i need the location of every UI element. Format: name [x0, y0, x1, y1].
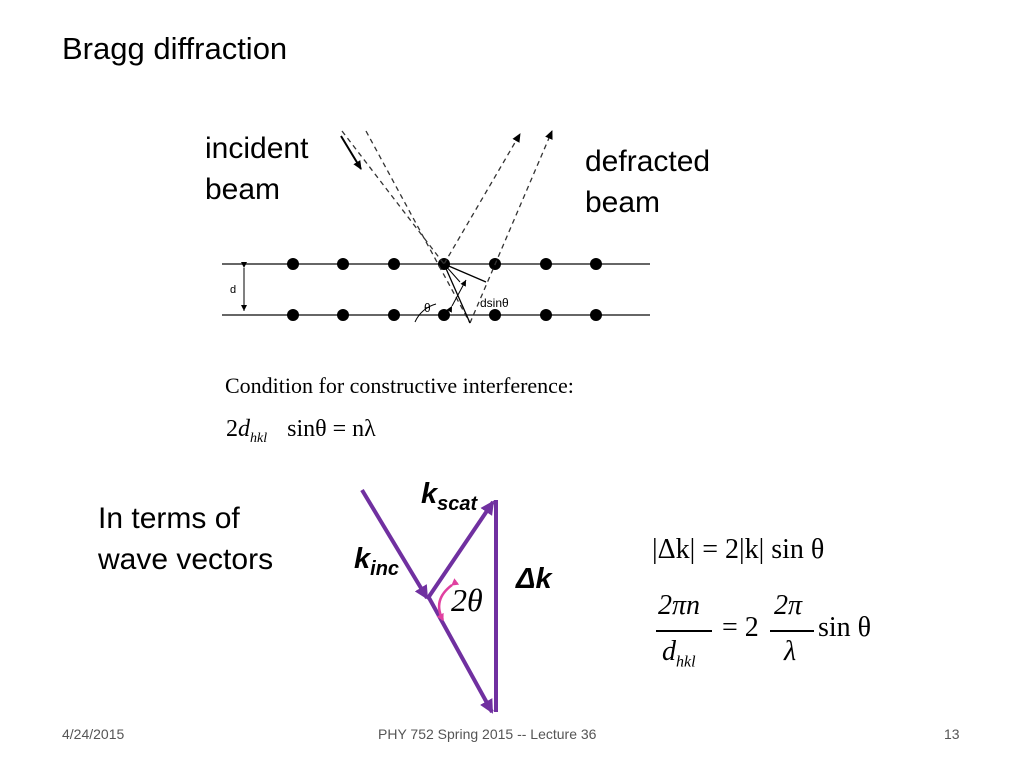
wave-vectors-line2: wave vectors: [98, 543, 274, 576]
bragg-equation: 2dhkl sinθ = nλ: [226, 416, 376, 447]
bragg-rest: sinθ = nλ: [287, 416, 376, 442]
eq2-fraction-bar-right: [770, 630, 814, 632]
incident-label-line1: incident: [205, 132, 309, 165]
dsin-label: dsinθ: [480, 296, 509, 310]
footer-page-number: 13: [944, 726, 960, 742]
eq2-den-left: dhkl: [662, 636, 696, 672]
bragg-sub: hkl: [250, 430, 268, 446]
incident-ray-2: [365, 130, 471, 324]
dsin-arrow: [446, 279, 467, 313]
defracted-beam-label: defracted beam: [585, 141, 710, 223]
theta-arc: [414, 303, 437, 323]
k-scat-sub: scat: [437, 492, 478, 515]
eq2-den-sub: hkl: [676, 653, 696, 671]
bragg-wavevector-equation: 2πn dhkl = 2 2π λ sin θ: [656, 590, 896, 680]
k-inc-sub: inc: [370, 557, 400, 580]
wave-vectors-line1: In terms of: [98, 502, 240, 535]
bragg-d: d: [238, 416, 250, 442]
d-label: d: [230, 284, 236, 296]
defracted-label-line1: defracted: [585, 145, 711, 178]
k-inc-main: k: [354, 543, 371, 575]
eq2-den-right: λ: [784, 636, 797, 667]
k-inc-label: kinc: [354, 543, 399, 581]
atoms-row-top: [287, 258, 602, 270]
eq2-equals-two: = 2: [722, 612, 759, 643]
k-inc-arrow: [360, 488, 429, 600]
incident-label-line2: beam: [205, 173, 281, 206]
defracted-label-line2: beam: [585, 186, 661, 219]
atoms-row-bottom: [287, 309, 602, 321]
perpendicular-left: [443, 263, 487, 283]
k-scat-main: k: [421, 478, 438, 510]
perpendicular-right: [443, 263, 461, 283]
incident-beam-label: incident beam: [205, 128, 308, 210]
k-scat-label: kscat: [421, 478, 477, 516]
footer-date: 4/24/2015: [62, 726, 125, 742]
reflected-ray-1: [443, 133, 521, 265]
eq2-fraction-bar-left: [656, 630, 712, 632]
incident-ray-1: [341, 130, 445, 265]
footer-course: PHY 752 Spring 2015 -- Lecture 36: [378, 726, 597, 742]
eq2-tail: sin θ: [818, 612, 872, 643]
condition-text: Condition for constructive interference:: [225, 373, 574, 398]
theta-label: θ: [424, 301, 431, 315]
eq2-num-right: 2π: [774, 590, 803, 621]
two-theta-label: 2θ: [451, 582, 483, 618]
bragg-prefix: 2: [226, 416, 238, 442]
wave-vectors-label: In terms of wave vectors: [98, 498, 273, 580]
two-theta-arc: [436, 578, 460, 621]
eq2-den-d: d: [662, 636, 676, 667]
eq2-num-left: 2πn: [658, 590, 701, 621]
slide-title: Bragg diffraction: [62, 31, 288, 66]
incident-beam-arrow: [340, 135, 362, 170]
reflected-ray-2: [469, 130, 553, 324]
delta-k-label: Δk: [516, 563, 552, 595]
delta-k-equation: |Δk| = 2|k| sin θ: [652, 534, 825, 565]
